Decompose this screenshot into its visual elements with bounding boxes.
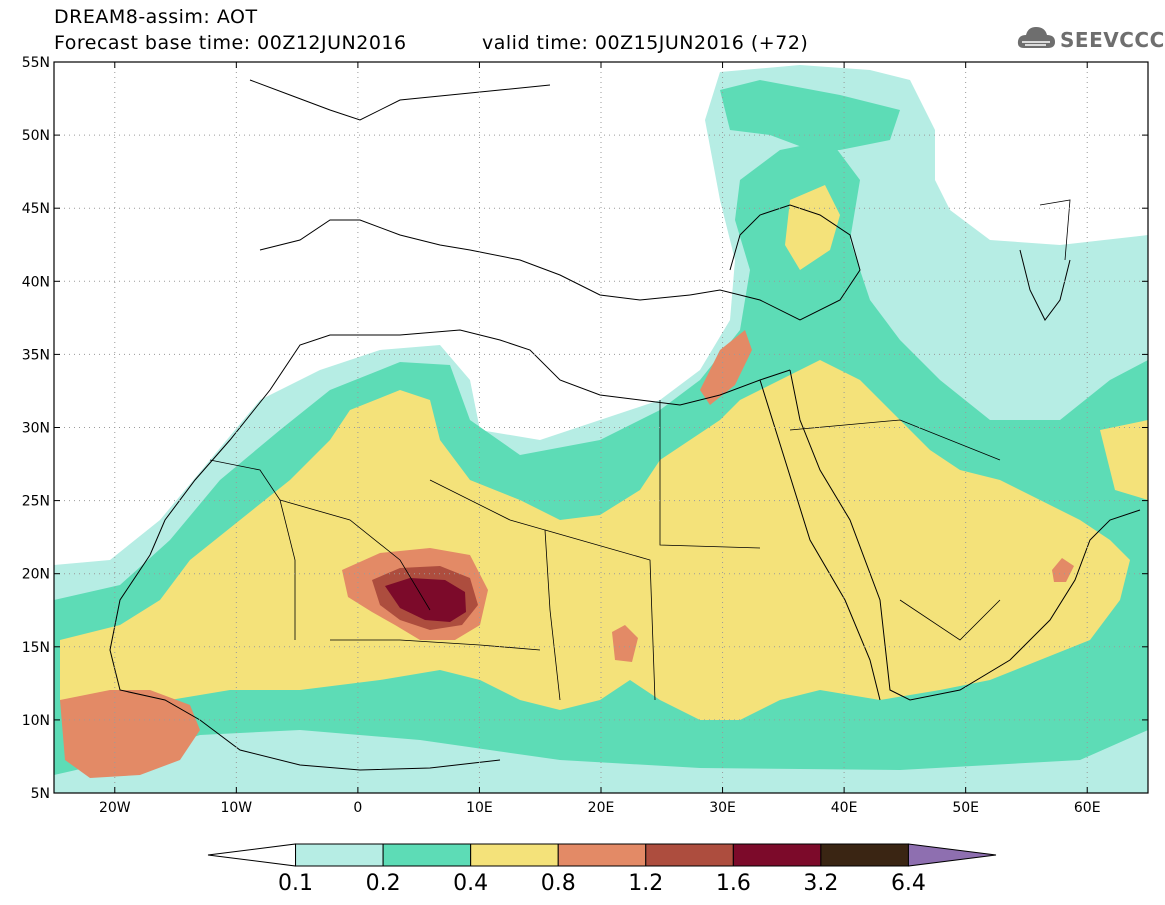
lon-tick-label: 50E — [952, 800, 979, 816]
aot-band-0.8-chad — [612, 625, 638, 662]
aot-band-1.6 — [385, 578, 466, 622]
colorbar-segment — [382, 843, 472, 867]
lat-tick-label: 10N — [22, 713, 50, 729]
aot-band-0.8-oman — [1052, 558, 1074, 582]
aot-band-0.8-west-africa — [60, 690, 200, 778]
lat-tick-label: 25N — [22, 494, 50, 510]
lon-tick-label: 20W — [99, 800, 131, 816]
latitude-axis: 55N 50N 45N 40N 35N 30N 25N 20N 15N 10N 5N — [22, 55, 1148, 802]
colorbar-segment — [820, 843, 909, 867]
country-borders — [209, 199, 1071, 701]
colorbar: 0.1 0.2 0.4 0.8 1.2 1.6 3.2 6.4 — [207, 843, 997, 896]
lon-tick-label: 10E — [466, 800, 493, 816]
aot-band-0.8-egypt — [700, 330, 752, 405]
valid-time: valid time: 00Z15JUN2016 (+72) — [482, 32, 809, 54]
logo-text: SEEVCCC — [1060, 28, 1165, 52]
lat-tick-label: 35N — [22, 347, 50, 363]
colorbar-segment — [645, 843, 734, 867]
colorbar-label: 1.2 — [628, 871, 663, 896]
lat-tick-label: 15N — [22, 640, 50, 656]
colorbar-label: 0.8 — [541, 871, 576, 896]
colorbar-segment — [470, 843, 559, 867]
lat-tick-label: 5N — [31, 786, 50, 802]
seevccc-logo: SEEVCCC — [1016, 20, 1164, 60]
lon-tick-label: 10W — [220, 800, 252, 816]
colorbar-label: 3.2 — [803, 871, 838, 896]
longitude-axis: 20W 10W 0 10E 20E 30E 40E 50E 60E — [99, 62, 1101, 816]
colorbar-segment — [907, 843, 997, 867]
colorbar-label: 0.1 — [278, 871, 313, 896]
colorbar-label: 0.4 — [453, 871, 488, 896]
aot-band-0.4-arabia-east — [1100, 420, 1148, 500]
colorbar-segment — [207, 843, 297, 867]
lat-tick-label: 20N — [22, 567, 50, 583]
lat-tick-label: 45N — [22, 201, 50, 217]
lat-tick-label: 50N — [22, 128, 50, 144]
lat-tick-label: 40N — [22, 274, 50, 290]
lon-tick-label: 20E — [588, 800, 615, 816]
aot-band-0.4-turkey — [785, 185, 840, 270]
colorbar-segment — [295, 843, 384, 867]
lon-tick-label: 60E — [1074, 800, 1101, 816]
colorbar-segment — [557, 843, 647, 867]
map-title: DREAM8-assim: AOT — [54, 6, 258, 28]
lat-tick-label: 55N — [22, 55, 50, 71]
lon-tick-label: 30E — [709, 800, 736, 816]
aot-field — [54, 62, 1148, 793]
graticule — [54, 62, 1148, 793]
lon-tick-label: 40E — [831, 800, 858, 816]
lat-tick-label: 30N — [22, 421, 50, 437]
colorbar-label: 0.2 — [366, 871, 401, 896]
cloud-icon — [1017, 27, 1055, 48]
aot-band-0.2-black-sea — [720, 80, 900, 150]
aot-band-0.4 — [60, 360, 1130, 720]
colorbar-label: 6.4 — [891, 871, 926, 896]
lon-tick-label: 0 — [353, 800, 362, 816]
colorbar-label: 1.6 — [716, 871, 751, 896]
colorbar-segment — [732, 843, 822, 867]
forecast-base-time: Forecast base time: 00Z12JUN2016 — [54, 32, 407, 54]
